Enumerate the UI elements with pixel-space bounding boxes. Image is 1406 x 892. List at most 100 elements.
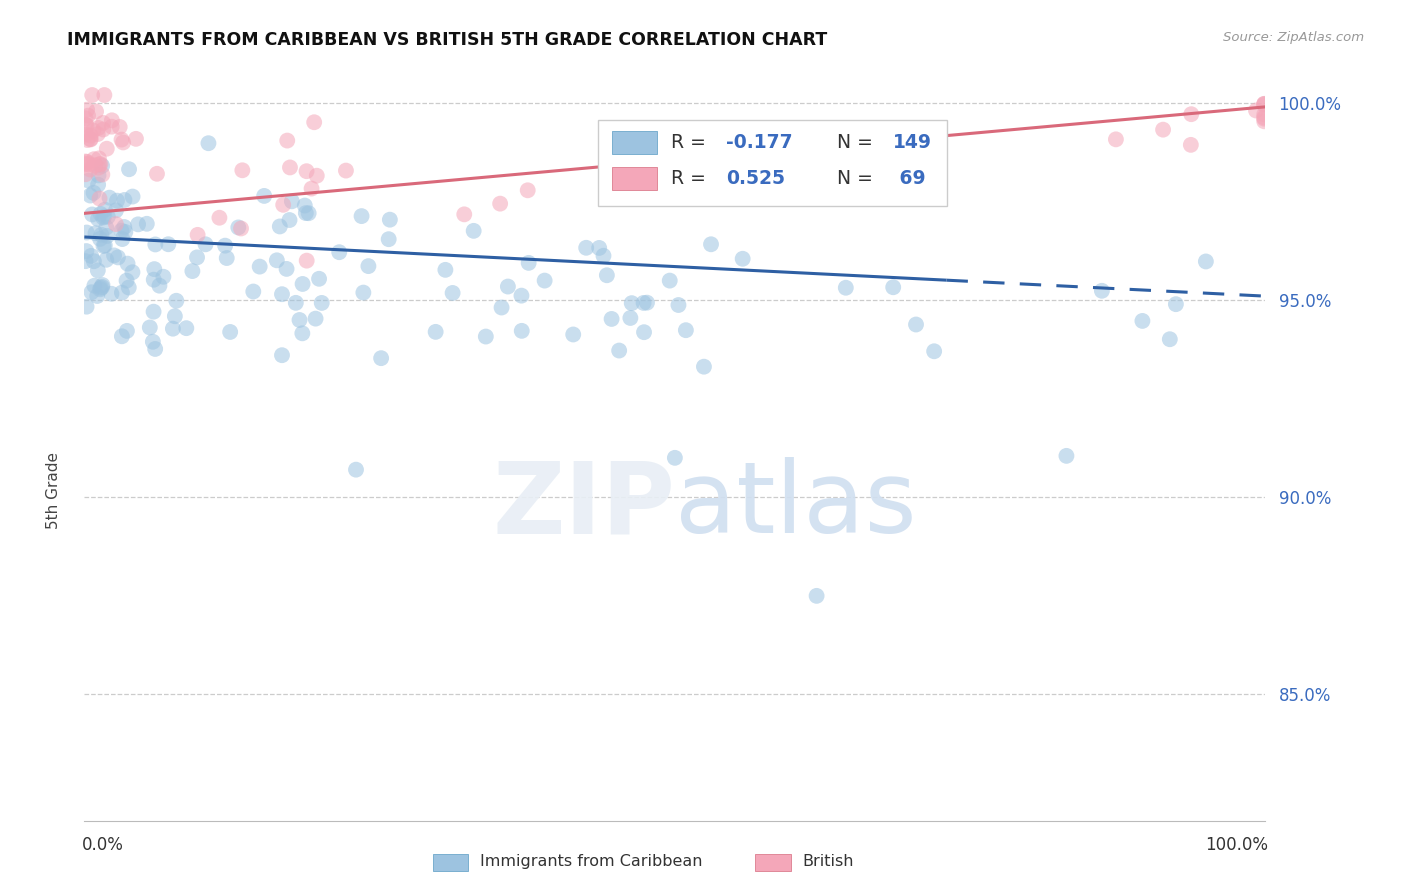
Bar	[612, 168, 657, 190]
Text: atlas: atlas	[675, 458, 917, 555]
Point	[214, 238, 236, 252]
Point	[882, 280, 904, 294]
Point	[475, 329, 498, 343]
Point	[76, 119, 98, 133]
Point	[76, 300, 98, 314]
Bar	[755, 855, 790, 871]
Point	[1091, 284, 1114, 298]
Point	[575, 241, 598, 255]
Point	[91, 278, 114, 293]
Text: Immigrants from Caribbean: Immigrants from Caribbean	[479, 855, 703, 870]
Point	[269, 219, 291, 234]
Point	[253, 189, 276, 203]
Point	[1054, 449, 1077, 463]
Point	[101, 113, 124, 128]
Point	[98, 191, 121, 205]
Point	[633, 296, 655, 310]
Point	[148, 278, 170, 293]
Point	[496, 279, 519, 293]
Point	[434, 263, 457, 277]
Point	[1244, 103, 1267, 118]
Point	[146, 167, 169, 181]
Point	[562, 327, 585, 342]
Point	[194, 237, 217, 252]
Point	[75, 157, 97, 171]
Point	[510, 288, 533, 302]
Point	[104, 217, 127, 231]
Point	[700, 237, 723, 252]
Point	[301, 181, 323, 195]
Point	[1159, 332, 1181, 346]
Text: R =: R =	[671, 169, 713, 188]
Text: 5th Grade: 5th Grade	[46, 452, 60, 529]
Point	[87, 178, 110, 192]
Point	[127, 218, 149, 232]
Point	[121, 265, 143, 279]
Point	[103, 248, 125, 262]
Point	[352, 285, 374, 300]
Point	[152, 269, 174, 284]
Point	[229, 221, 252, 235]
Point	[79, 132, 101, 146]
Point	[114, 193, 136, 207]
Text: N =: N =	[837, 169, 879, 188]
Point	[1253, 96, 1275, 111]
Point	[82, 123, 104, 137]
Point	[281, 194, 304, 209]
Point	[93, 239, 115, 253]
Text: R =: R =	[671, 133, 713, 152]
Point	[143, 262, 166, 277]
Point	[91, 122, 114, 136]
Point	[305, 169, 328, 183]
Point	[693, 359, 716, 374]
Point	[89, 192, 111, 206]
Point	[1132, 314, 1154, 328]
Point	[510, 324, 533, 338]
Point	[87, 169, 110, 183]
Point	[668, 298, 690, 312]
Point	[1253, 96, 1275, 111]
Point	[592, 249, 614, 263]
Point	[76, 155, 98, 169]
Point	[142, 334, 165, 349]
Point	[176, 321, 198, 335]
Point	[350, 209, 373, 223]
Point	[165, 293, 187, 308]
Point	[89, 157, 111, 171]
Point	[425, 325, 447, 339]
Point	[1195, 254, 1218, 268]
Point	[79, 162, 101, 177]
Point	[96, 220, 118, 235]
Point	[284, 296, 307, 310]
Point	[89, 232, 111, 246]
Point	[197, 136, 219, 151]
Point	[922, 344, 945, 359]
Point	[295, 206, 318, 220]
Point	[517, 256, 540, 270]
Point	[89, 282, 111, 296]
Point	[96, 142, 118, 156]
Point	[97, 210, 120, 224]
Point	[377, 232, 399, 246]
Point	[84, 226, 107, 240]
Point	[302, 115, 325, 129]
Point	[463, 224, 485, 238]
Point	[87, 152, 110, 166]
Point	[215, 251, 238, 265]
Point	[533, 274, 555, 288]
Point	[83, 254, 105, 268]
Point	[1253, 98, 1275, 112]
Point	[1253, 111, 1275, 125]
Point	[596, 268, 619, 283]
Point	[76, 103, 98, 117]
Text: -0.177: -0.177	[725, 133, 793, 152]
Point	[76, 226, 98, 240]
Point	[104, 203, 127, 218]
Point	[100, 120, 122, 134]
Point	[731, 252, 754, 266]
Point	[87, 120, 110, 135]
Point	[91, 280, 114, 294]
Point	[378, 212, 401, 227]
Point	[288, 313, 311, 327]
Point	[75, 167, 97, 181]
